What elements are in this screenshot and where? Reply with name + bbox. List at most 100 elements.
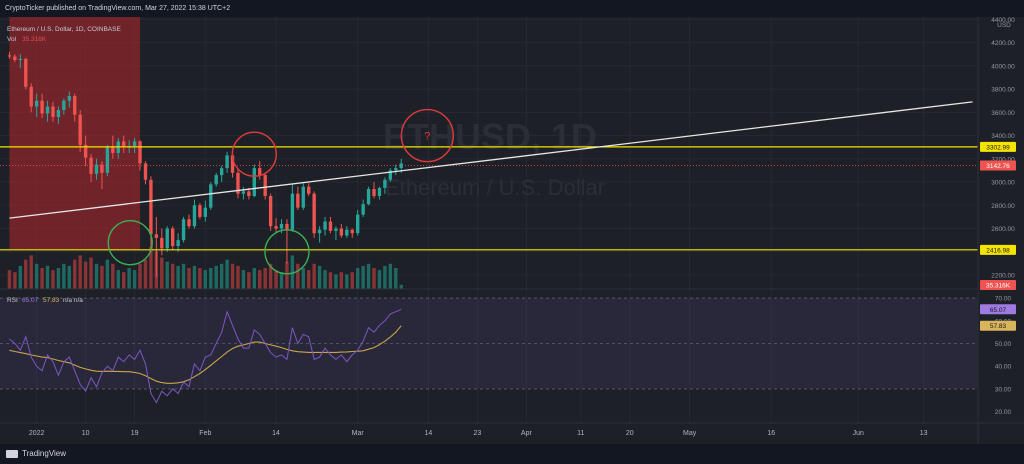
- candle-body: [51, 106, 55, 117]
- volume-bar: [214, 265, 218, 289]
- price-tick-label: 4400.00: [991, 17, 1015, 24]
- volume-bar: [143, 259, 148, 289]
- volume-bar: [45, 265, 50, 289]
- candle-body: [328, 221, 333, 231]
- volume-bar: [198, 268, 202, 289]
- rsi-ma-label: 57.83: [990, 323, 1007, 330]
- watermark: ETHUSD, 1D Ethereum / U.S. Dollar: [383, 116, 605, 200]
- price-tick-label: 3000.00: [991, 180, 1015, 187]
- vol-label: Vol: [7, 36, 17, 43]
- time-tick-label: 10: [82, 430, 90, 437]
- rsi-value-label-box: [980, 304, 1016, 315]
- rsi-label: RSI: [7, 297, 18, 304]
- candle-body: [24, 58, 28, 87]
- rsi-tick-label: 40.00: [995, 364, 1012, 371]
- candle-body: [252, 168, 256, 197]
- price-axis-currency: USD: [997, 22, 1011, 29]
- candle-body: [377, 187, 382, 197]
- candle-body: [160, 237, 164, 249]
- volume-bar: [89, 257, 93, 289]
- volume-bar: [78, 255, 82, 289]
- volume-bar: [225, 259, 229, 289]
- candle-body: [236, 172, 240, 194]
- volume-bar: [73, 259, 77, 289]
- volume-bar: [34, 263, 39, 289]
- candle-body: [111, 147, 115, 153]
- candle-body: [334, 228, 338, 231]
- annotation-question-mark: ?: [424, 131, 430, 143]
- candle-body: [383, 179, 387, 188]
- volume-bar: [252, 268, 256, 289]
- price-chart[interactable]: ETHUSD, 1D Ethereum / U.S. Dollar ? Ethe…: [0, 17, 1024, 444]
- candle-body: [203, 207, 208, 217]
- price-tick-label: 3200.00: [991, 156, 1015, 163]
- watermark-name: Ethereum / U.S. Dollar: [385, 175, 605, 200]
- watermark-symbol: ETHUSD, 1D: [383, 116, 597, 157]
- candle-body: [149, 179, 153, 235]
- tradingview-logo-icon: [6, 449, 18, 458]
- rsi-pane: RSI 65.07 57.83 n/a n/a: [0, 297, 978, 404]
- volume-bar: [149, 247, 153, 289]
- candle-body: [356, 214, 360, 234]
- time-axis[interactable]: 2022 10 19 Feb 14 Mar 14 23 Apr 11 20 May 16 Jun 13: [29, 430, 928, 437]
- volume-bar: [258, 270, 262, 289]
- candle-body: [323, 221, 327, 230]
- price-tick-label: 2600.00: [991, 226, 1015, 233]
- volume-bar: [317, 265, 322, 289]
- candle-body: [219, 168, 224, 176]
- volume-value-label: 35.316K: [986, 283, 1011, 290]
- volume-bar: [345, 274, 349, 289]
- volume-bar: [51, 270, 55, 289]
- volume-bar: [268, 263, 273, 289]
- volume-bar: [301, 268, 305, 289]
- candle-body: [350, 229, 354, 234]
- time-tick-label: 14: [272, 430, 280, 437]
- rsi-legend-na: n/a n/a: [63, 297, 83, 304]
- volume-bar: [7, 270, 12, 289]
- candle-body: [67, 96, 71, 101]
- candle-body: [34, 100, 39, 107]
- rsi-tick-label: 30.00: [995, 386, 1012, 393]
- volume-bar: [165, 261, 169, 289]
- publisher-line: CryptoTicker published on TradingView.co…: [5, 5, 231, 12]
- volume-bar: [160, 257, 164, 289]
- volume-bar: [279, 272, 284, 289]
- volume-bar: [377, 270, 382, 289]
- candle-body: [18, 58, 23, 61]
- volume-bar: [372, 268, 376, 289]
- candle-body: [187, 219, 191, 227]
- candle-body: [296, 193, 300, 208]
- candle-body: [312, 193, 316, 234]
- candle-body: [290, 193, 295, 230]
- symbol-line: Ethereum / U.S. Dollar, 1D, COINBASE: [7, 26, 121, 33]
- level-price-label: 2416.98: [986, 247, 1010, 254]
- candle-body: [45, 106, 50, 114]
- volume-bar: [192, 265, 197, 289]
- chart-background: [0, 17, 1024, 444]
- price-tick-label: 2200.00: [991, 273, 1015, 280]
- candle-body: [241, 191, 246, 194]
- rsi-value-label: 65.07: [990, 307, 1007, 314]
- rsi-line: [9, 308, 402, 404]
- volume-bar: [219, 263, 224, 289]
- time-tick-label: Jun: [853, 430, 864, 437]
- time-tick-label: 14: [425, 430, 433, 437]
- volume-bar: [40, 268, 44, 289]
- candle-body: [339, 228, 344, 236]
- candle-body: [394, 168, 398, 171]
- volume-bar: [111, 263, 115, 289]
- volume-bar: [328, 272, 333, 289]
- volume-bar: [13, 272, 17, 289]
- price-tick-label: 4000.00: [991, 63, 1015, 70]
- shaded-zone: [9, 17, 141, 250]
- volume-bar: [290, 255, 295, 289]
- candle-body: [301, 186, 305, 208]
- time-tick-label: Feb: [199, 430, 211, 437]
- candle-body: [198, 205, 202, 217]
- publisher-bar: CryptoTicker published on TradingView.co…: [0, 0, 1024, 17]
- candle-body: [225, 155, 229, 169]
- volume-bar: [181, 263, 186, 289]
- candle-body: [209, 184, 213, 208]
